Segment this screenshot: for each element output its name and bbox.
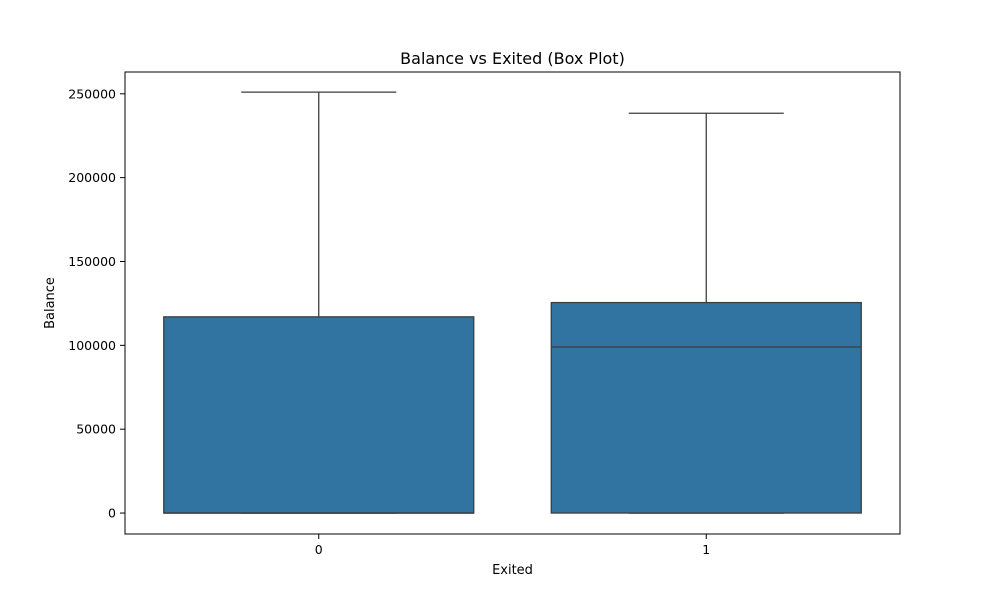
box-iqr: [550, 301, 862, 514]
x-tick-label: 1: [702, 542, 710, 557]
chart-title: Balance vs Exited (Box Plot): [400, 49, 625, 68]
y-tick-label: 250000: [68, 86, 116, 101]
x-axis-label: Exited: [492, 563, 533, 578]
y-tick-label: 50000: [76, 422, 116, 437]
y-tick-label: 150000: [68, 254, 116, 269]
plot-area: 0 50000 100000 150000 200000 250000 0 1: [68, 86, 862, 557]
x-tick-label: 0: [315, 542, 323, 557]
plot-frame: [124, 71, 901, 535]
y-tick-label: 0: [108, 506, 116, 521]
y-axis-label: Balance: [43, 277, 58, 329]
y-tick-label: 200000: [68, 170, 116, 185]
box-iqr: [163, 316, 475, 514]
y-tick-label: 100000: [68, 338, 116, 353]
